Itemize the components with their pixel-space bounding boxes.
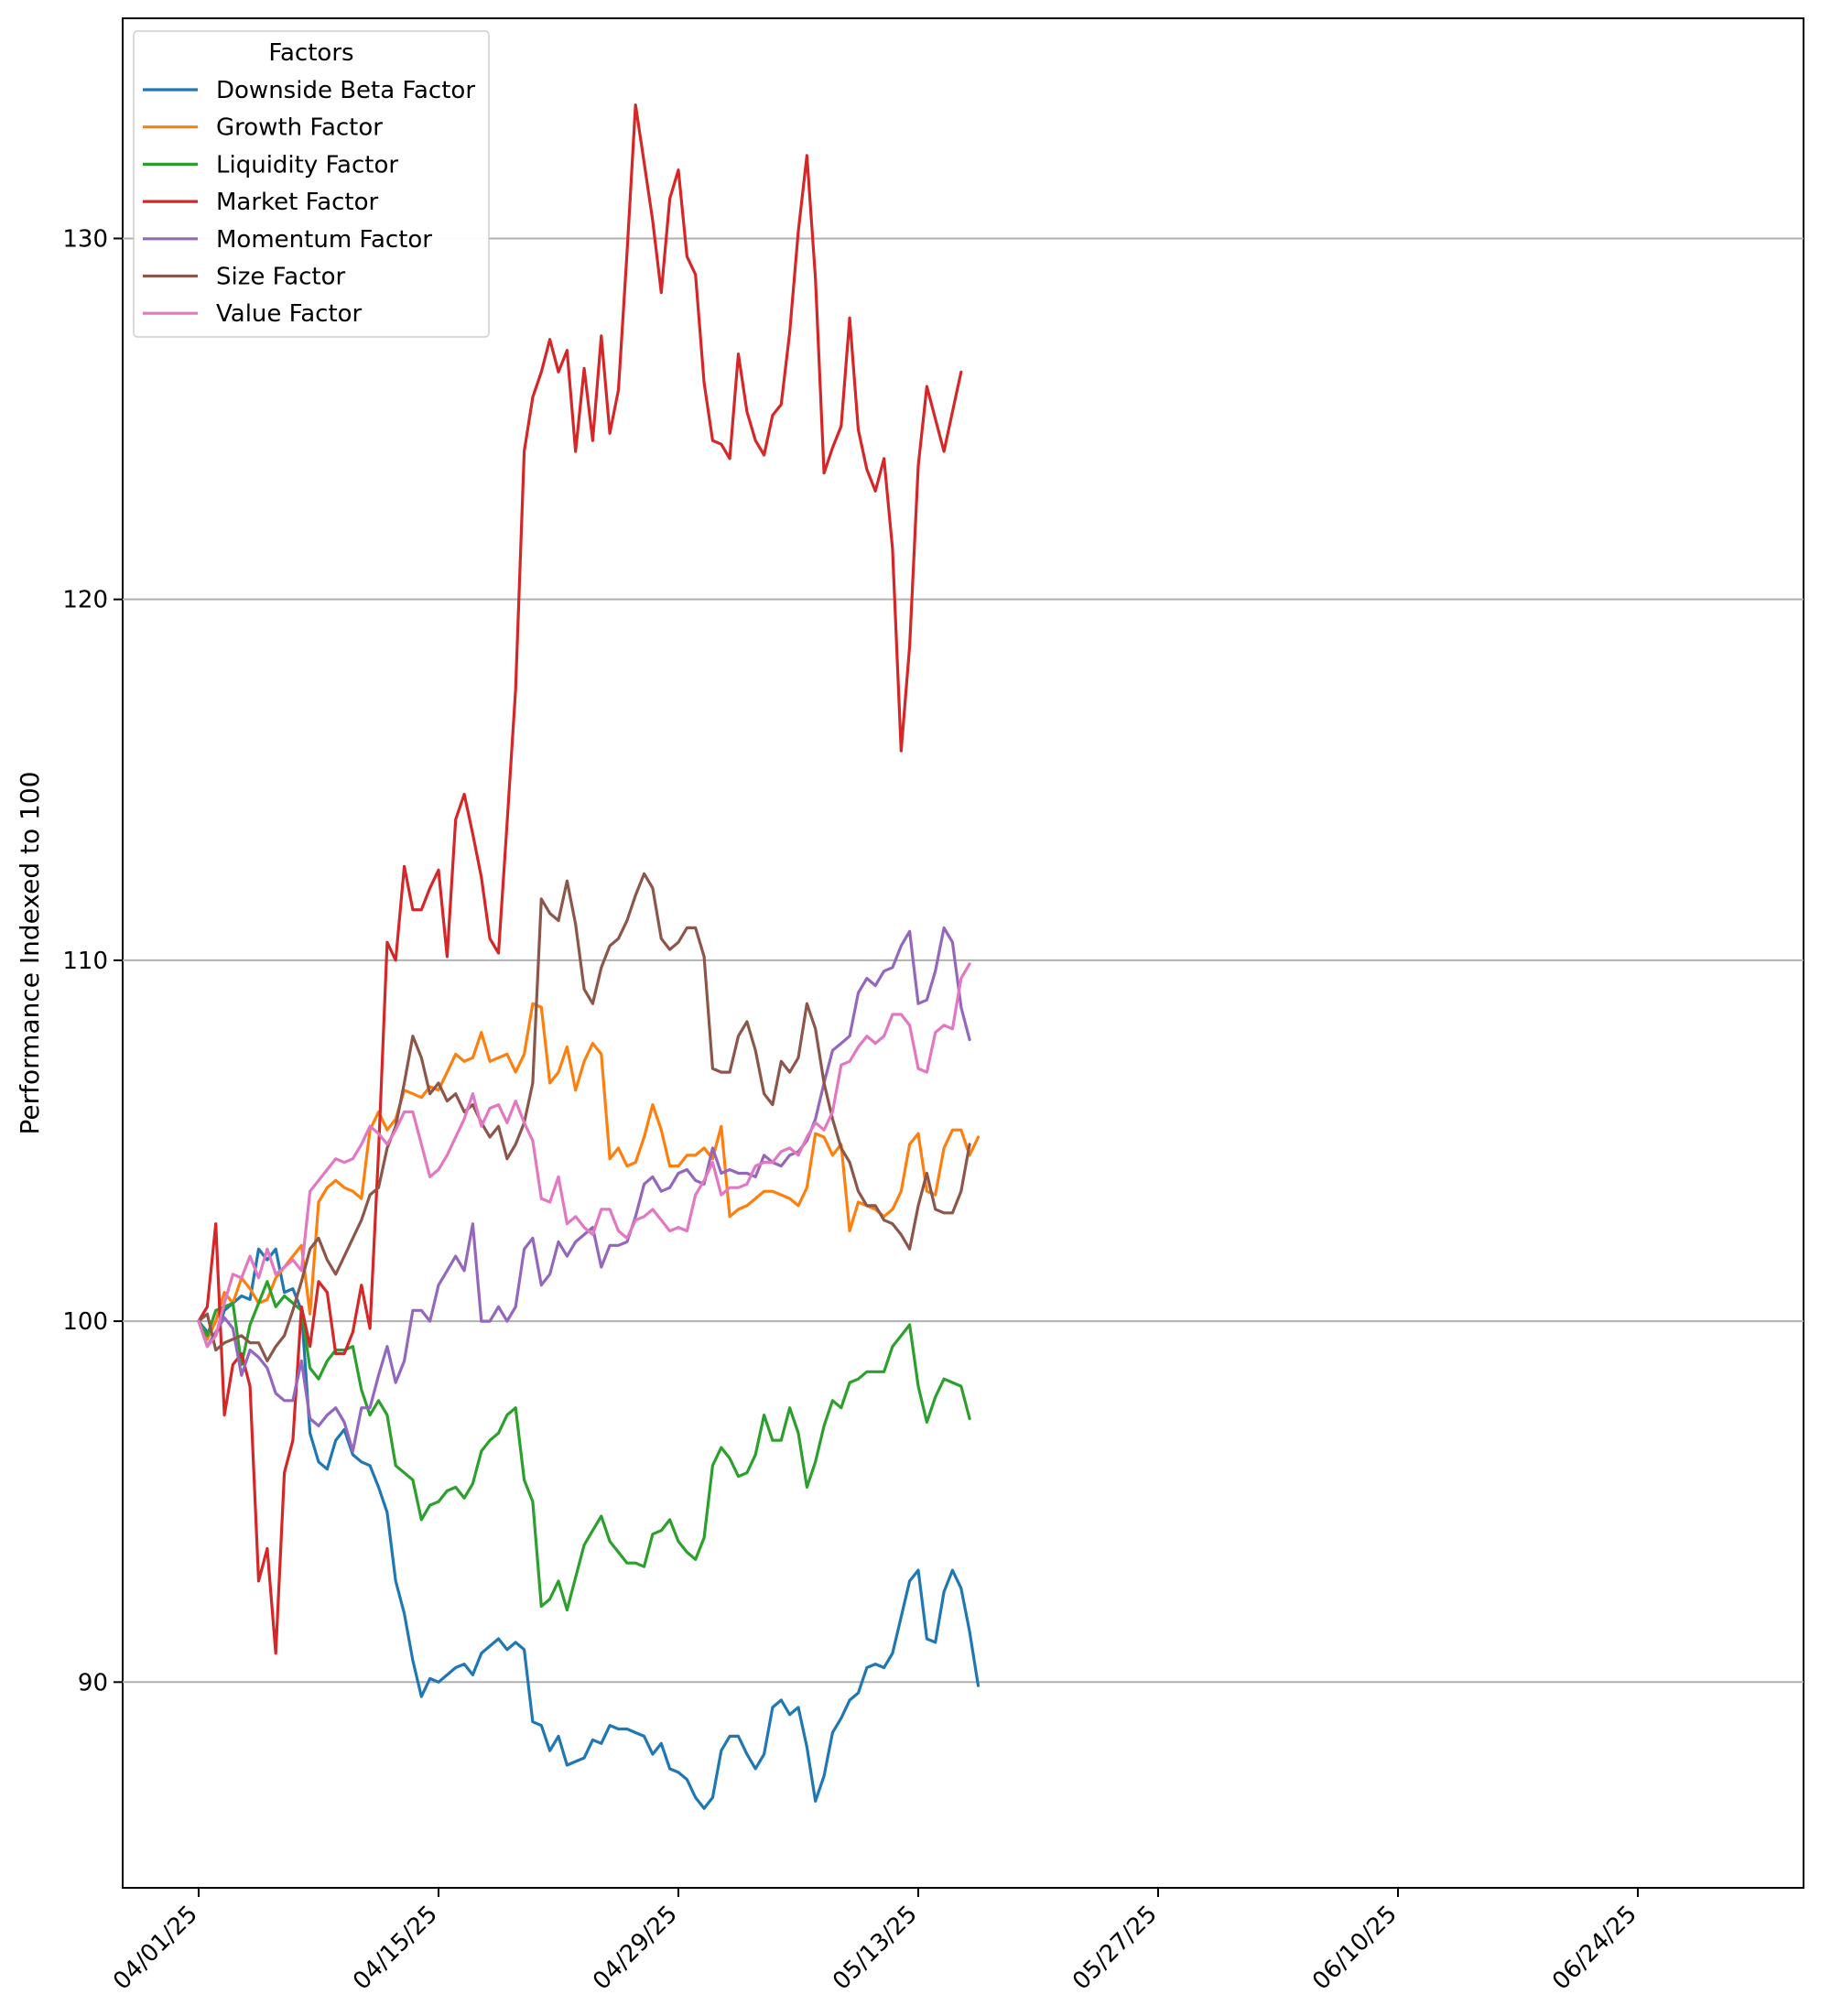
legend-label-value-factor: Value Factor	[216, 300, 363, 328]
y-tick-label-120: 120	[62, 587, 108, 614]
series-lines	[197, 103, 981, 1810]
legend-label-size-factor: Size Factor	[216, 264, 346, 291]
series-line-momentum-factor	[197, 926, 971, 1453]
x-tick-label-5: 06/10/25	[1307, 1901, 1403, 1996]
x-axis-ticks: 04/01/25 04/15/25 04/29/25 05/13/25 05/27/25…	[108, 1888, 1642, 1996]
x-tick-label-3: 05/13/25	[828, 1901, 923, 1996]
series-line-growth-factor	[197, 1002, 981, 1341]
y-axis-label: Performance Indexed to 100	[15, 772, 45, 1135]
series-line-market-factor	[197, 103, 963, 1655]
y-tick-label-100: 100	[62, 1308, 108, 1336]
legend-label-market-factor: Market Factor	[216, 189, 379, 216]
y-tick-label-130: 130	[62, 225, 108, 253]
series-line-liquidity-factor	[197, 1280, 971, 1612]
legend-label-growth-factor: Growth Factor	[216, 114, 383, 142]
series-line-value-factor	[197, 962, 971, 1349]
x-tick-label-6: 06/24/25	[1547, 1901, 1642, 1996]
legend-items: Downside Beta Factor Growth Factor Liquidi…	[143, 77, 475, 328]
x-tick-label-0: 04/01/25	[108, 1901, 203, 1996]
legend-label-downside-beta-factor: Downside Beta Factor	[216, 77, 475, 104]
x-tick-label-1: 04/15/25	[348, 1901, 443, 1996]
y-axis-ticks: 90 100 110 120 130	[62, 225, 123, 1696]
y-tick-label-90: 90	[78, 1669, 108, 1696]
legend-label-liquidity-factor: Liquidity Factor	[216, 151, 398, 179]
legend-title: Factors	[268, 39, 353, 67]
legend-box	[133, 30, 490, 338]
legend: Factors Downside Beta Factor Growth Facto…	[133, 30, 490, 338]
series-line-downside-beta-factor	[197, 1247, 981, 1810]
legend-label-momentum-factor: Momentum Factor	[216, 226, 432, 254]
x-tick-label-2: 04/29/25	[588, 1901, 683, 1996]
x-tick-label-4: 05/27/25	[1067, 1901, 1163, 1996]
series-line-size-factor	[197, 872, 971, 1363]
y-tick-label-110: 110	[62, 948, 108, 975]
